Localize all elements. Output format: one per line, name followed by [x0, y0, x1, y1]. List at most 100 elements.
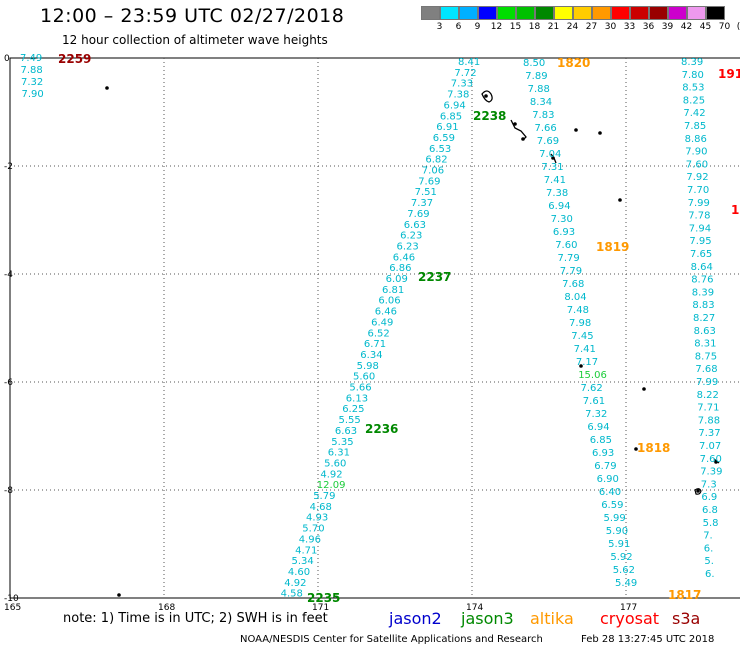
swh-value: 4.58 — [281, 589, 303, 600]
scale-swatch — [535, 6, 554, 20]
swh-value: 7.99 — [688, 198, 710, 209]
swh-value: 7.31 — [541, 162, 563, 173]
scale-swatch — [554, 6, 573, 20]
scale-swatch — [440, 6, 459, 20]
pass-time-label: 1817 — [668, 588, 701, 602]
swh-value: 5.35 — [331, 437, 353, 448]
swh-value: 7.94 — [689, 223, 711, 234]
swh-value: 7.99 — [696, 377, 718, 388]
map-frame — [9, 57, 740, 599]
swh-value: 8.64 — [691, 262, 713, 273]
swh-value: 7.60 — [555, 240, 577, 251]
swh-value: 8.39 — [692, 287, 714, 298]
swh-value: 5.62 — [613, 565, 635, 576]
swh-value: 6.09 — [386, 274, 408, 285]
lon-label: 177 — [620, 603, 637, 613]
page-title: 12:00 – 23:59 UTC 02/27/2018 — [40, 5, 345, 27]
lat-label: -4 — [4, 270, 13, 280]
swh-value: 5.55 — [339, 415, 361, 426]
swh-value: 7.49 — [20, 53, 42, 64]
satellite-legend-item: s3a — [672, 609, 701, 628]
swh-value: 6.46 — [375, 307, 397, 318]
swh-value: 7.32 — [585, 409, 607, 420]
scale-swatch — [668, 6, 687, 20]
swh-value: 5.60 — [324, 458, 346, 469]
swh-value: 7.89 — [525, 71, 547, 82]
swh-value: 7.70 — [687, 185, 709, 196]
swh-value: 5. — [704, 556, 714, 567]
lat-label: -2 — [4, 162, 13, 172]
scale-label: 39 — [661, 22, 674, 32]
swh-value: 6.93 — [592, 448, 614, 459]
swh-value: 7.39 — [700, 467, 722, 478]
scale-swatch — [687, 6, 706, 20]
scale-label: (ft) — [736, 22, 740, 32]
swh-value: 8.76 — [691, 275, 713, 286]
swh-value: 7.32 — [21, 77, 43, 88]
swh-value: 12.09 — [317, 480, 346, 491]
pass-times: 2259 1820 191 2238 1 1819 2237 2236 1818 1817 2235 — [58, 52, 740, 605]
swh-value: 4.71 — [295, 545, 317, 556]
swh-value: 8.63 — [694, 326, 716, 337]
island-dot — [598, 131, 602, 135]
swh-value: 5.49 — [615, 578, 637, 589]
swh-value: 6.71 — [364, 339, 386, 350]
swh-value: 7.06 — [422, 166, 444, 177]
pass-time-label: 1 — [731, 203, 739, 217]
scale-swatch — [497, 6, 516, 20]
scale-swatch — [478, 6, 497, 20]
pass-time-label: 1820 — [557, 56, 590, 70]
swh-value: 6.9 — [701, 492, 717, 503]
swh-value: 6.94 — [548, 201, 570, 212]
swh-value: 6.13 — [346, 393, 368, 404]
island-dot — [117, 593, 121, 597]
swh-value: 7.38 — [546, 188, 568, 199]
island-outline — [713, 458, 720, 464]
swh-value: 7.88 — [528, 84, 550, 95]
swh-value: 5.70 — [302, 524, 324, 535]
scale-swatch — [573, 6, 592, 20]
swh-value: 5.99 — [604, 513, 626, 524]
satellite-legend-item: altika — [530, 609, 574, 628]
swh-value: 7. — [703, 531, 713, 542]
swh-value: 7.85 — [684, 121, 706, 132]
swh-value: 8.22 — [697, 390, 719, 401]
swh-value: 6.59 — [601, 500, 623, 511]
swh-value: 6.40 — [599, 487, 621, 498]
swh-value: 7.79 — [558, 253, 580, 264]
swh-value: 7.79 — [560, 266, 582, 277]
swh-value: 8.25 — [683, 95, 705, 106]
footnote: note: 1) Time is in UTC; 2) SWH is in fe… — [63, 611, 328, 626]
swh-value: 7.51 — [415, 187, 437, 198]
swh-value: 7.33 — [451, 79, 473, 90]
scale-swatch — [630, 6, 649, 20]
swh-value: 4.60 — [288, 567, 310, 578]
swh-value: 4.68 — [310, 502, 332, 513]
swh-value: 6.63 — [335, 426, 357, 437]
scale-label: 45 — [699, 22, 712, 32]
swh-value: 6.25 — [342, 404, 364, 415]
swh-value: 7.60 — [700, 454, 722, 465]
swh-value: 7.42 — [683, 108, 705, 119]
swh-value: 7.90 — [22, 89, 44, 100]
swh-value: 6.52 — [368, 328, 390, 339]
swh-value: 5.98 — [357, 361, 379, 372]
island-dot — [484, 94, 488, 98]
swh-value: 7.17 — [576, 357, 598, 368]
swh-value: 7.78 — [688, 211, 710, 222]
pass-time-label: 2238 — [473, 109, 506, 123]
swh-value: 8.31 — [694, 339, 716, 350]
swh-value: 7.38 — [447, 90, 469, 101]
swh-value: 5.66 — [349, 383, 371, 394]
swh-value: 8.53 — [682, 83, 704, 94]
scale-label: 15 — [509, 22, 522, 32]
pass-time-label: 2235 — [307, 591, 340, 605]
swh-value: 7.65 — [690, 249, 712, 260]
scale-swatch — [592, 6, 611, 20]
scale-swatch — [649, 6, 668, 20]
lon-label: 174 — [466, 603, 483, 613]
swh-value: 7.68 — [562, 279, 584, 290]
island-dot — [642, 387, 646, 391]
swh-value: 8.34 — [530, 97, 552, 108]
scale-label: 12 — [490, 22, 503, 32]
